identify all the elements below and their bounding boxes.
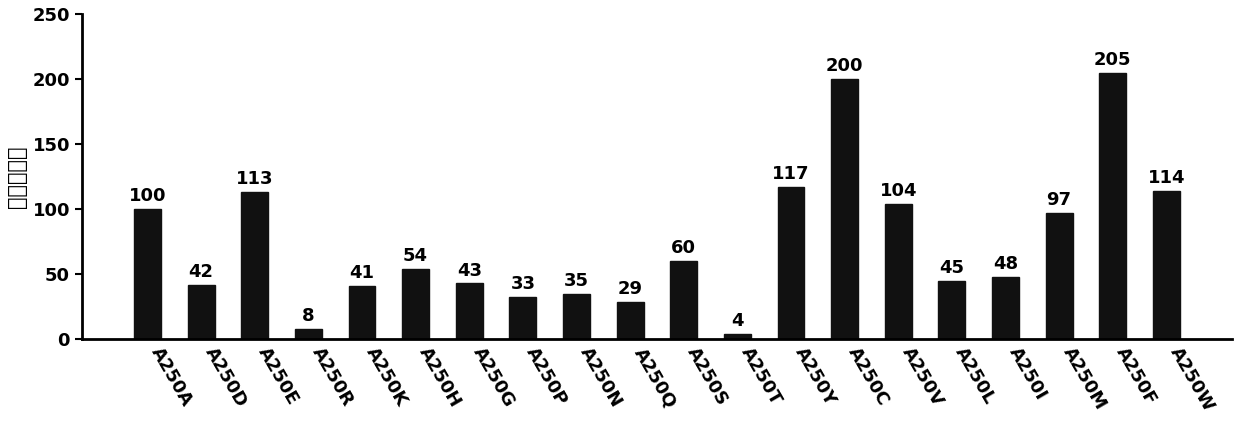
Text: 42: 42: [188, 263, 213, 281]
Text: 104: 104: [880, 182, 917, 200]
Bar: [295, 329, 322, 339]
Text: 33: 33: [510, 275, 535, 292]
Bar: [348, 286, 375, 339]
Bar: [563, 294, 590, 339]
Text: 54: 54: [403, 247, 429, 265]
Text: 41: 41: [349, 264, 374, 282]
Bar: [778, 187, 804, 339]
Bar: [188, 285, 214, 339]
Bar: [992, 277, 1018, 339]
Text: 29: 29: [617, 280, 643, 298]
Text: 35: 35: [564, 272, 589, 290]
Text: 48: 48: [992, 255, 1018, 273]
Bar: [831, 79, 859, 339]
Text: 97: 97: [1047, 191, 1072, 209]
Text: 60: 60: [672, 239, 696, 257]
Text: 45: 45: [939, 259, 964, 277]
Bar: [938, 281, 965, 339]
Text: 113: 113: [235, 170, 274, 189]
Bar: [456, 284, 483, 339]
Text: 4: 4: [731, 312, 743, 330]
Text: 114: 114: [1147, 169, 1186, 187]
Bar: [617, 302, 643, 339]
Bar: [403, 269, 429, 339]
Bar: [724, 334, 751, 339]
Text: 8: 8: [302, 307, 315, 325]
Bar: [1154, 191, 1180, 339]
Bar: [134, 209, 161, 339]
Text: 117: 117: [772, 165, 810, 183]
Bar: [670, 261, 698, 339]
Text: 43: 43: [457, 262, 482, 280]
Text: 200: 200: [826, 57, 864, 75]
Bar: [242, 192, 268, 339]
Text: 205: 205: [1094, 51, 1131, 69]
Text: 100: 100: [129, 187, 166, 206]
Bar: [1046, 213, 1073, 339]
Bar: [509, 297, 536, 339]
Bar: [1099, 73, 1126, 339]
Bar: [885, 204, 912, 339]
Y-axis label: 相对酶活％: 相对酶活％: [7, 146, 27, 208]
